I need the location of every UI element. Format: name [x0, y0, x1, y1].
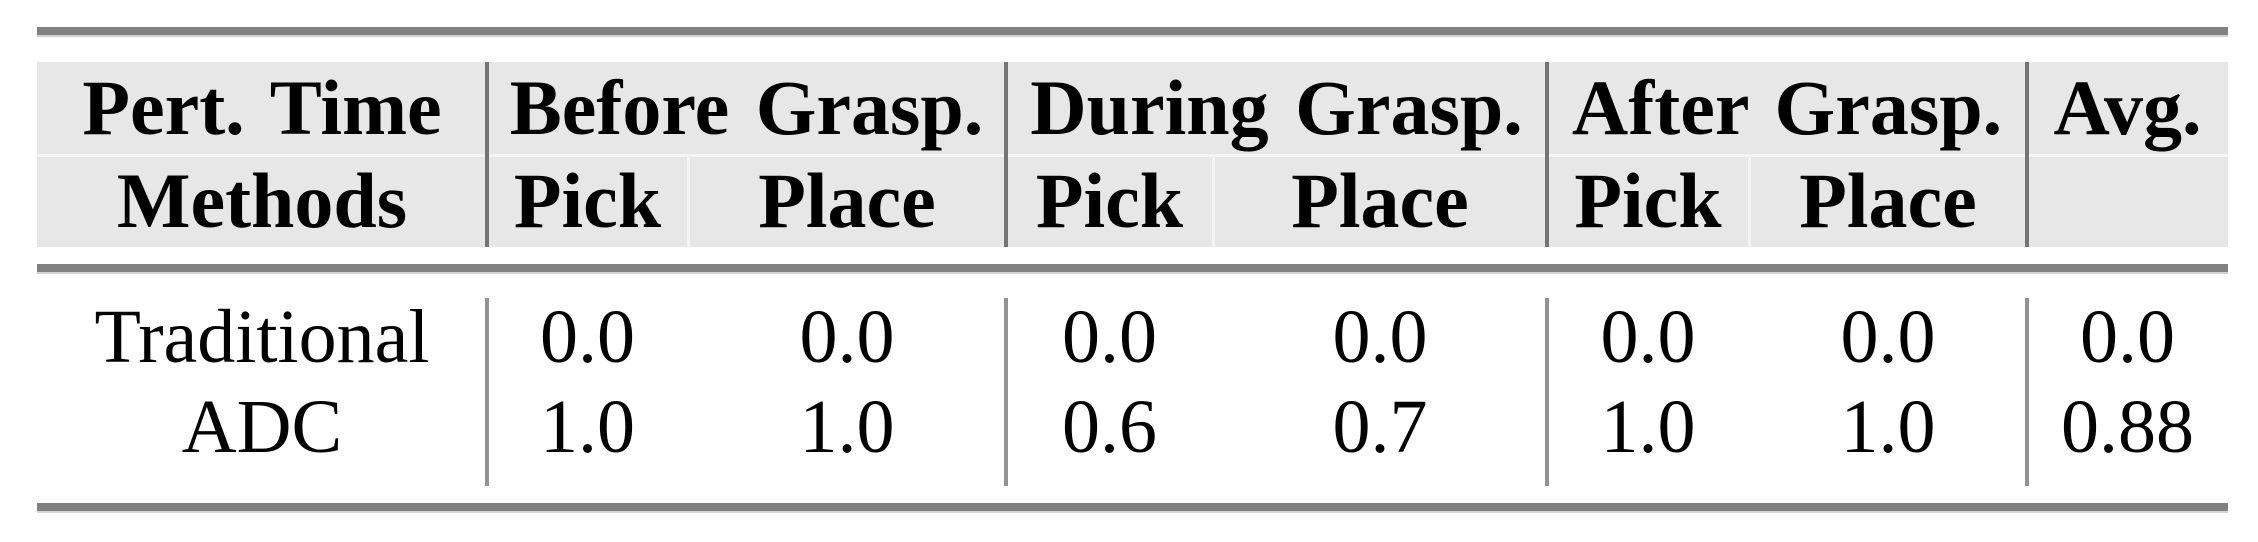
- header-before-place: Place: [758, 156, 936, 244]
- header-during-pick: Pick: [1035, 156, 1184, 244]
- column-divider: [1004, 62, 1008, 247]
- column-divider: [1004, 298, 1008, 486]
- cell-value: 0.0: [799, 294, 895, 379]
- top-rule: [37, 27, 2228, 35]
- bottom-rule: [37, 503, 2228, 511]
- header-avg: Avg.: [2053, 64, 2202, 151]
- header-group-after-grasp: After Grasp.: [1571, 64, 2003, 151]
- column-divider: [1545, 298, 1549, 486]
- header-body-rule: [37, 264, 2228, 272]
- column-divider: [2025, 62, 2029, 247]
- cell-value: 1.0: [1840, 384, 1936, 469]
- header-group-before-grasp: Before Grasp.: [509, 64, 984, 151]
- header-before-pick: Pick: [513, 156, 662, 244]
- cell-value: 0.0: [1840, 294, 1936, 379]
- cell-value: 0.7: [1332, 384, 1428, 469]
- header-row-separator: [37, 154, 2228, 157]
- header-methods: Methods: [116, 156, 408, 244]
- header-group-during-grasp: During Grasp.: [1030, 64, 1523, 151]
- cell-value: 0.0: [1600, 294, 1696, 379]
- subcolumn-divider: [1212, 156, 1215, 247]
- header-pert-time: Pert. Time: [82, 64, 442, 151]
- cell-value: 1.0: [540, 384, 635, 469]
- cell-value: 1.0: [799, 384, 895, 469]
- header-during-place: Place: [1291, 156, 1469, 244]
- row-method-label: ADC: [181, 384, 343, 469]
- column-divider: [1545, 62, 1549, 247]
- cell-value: 0.0: [2080, 294, 2175, 379]
- cell-value: 0.88: [2061, 384, 2194, 469]
- cell-value: 0.6: [1062, 384, 1157, 469]
- cell-value: 0.0: [1332, 294, 1428, 379]
- cell-value: 0.0: [1062, 294, 1157, 379]
- row-method-label: Traditional: [94, 294, 430, 379]
- subcolumn-divider: [687, 156, 690, 247]
- column-divider: [485, 298, 489, 486]
- column-divider: [2025, 298, 2029, 486]
- cell-value: 0.0: [540, 294, 635, 379]
- header-after-pick: Pick: [1574, 156, 1722, 244]
- cell-value: 1.0: [1600, 384, 1696, 469]
- column-divider: [485, 62, 489, 247]
- subcolumn-divider: [1748, 156, 1751, 247]
- header-after-place: Place: [1799, 156, 1977, 244]
